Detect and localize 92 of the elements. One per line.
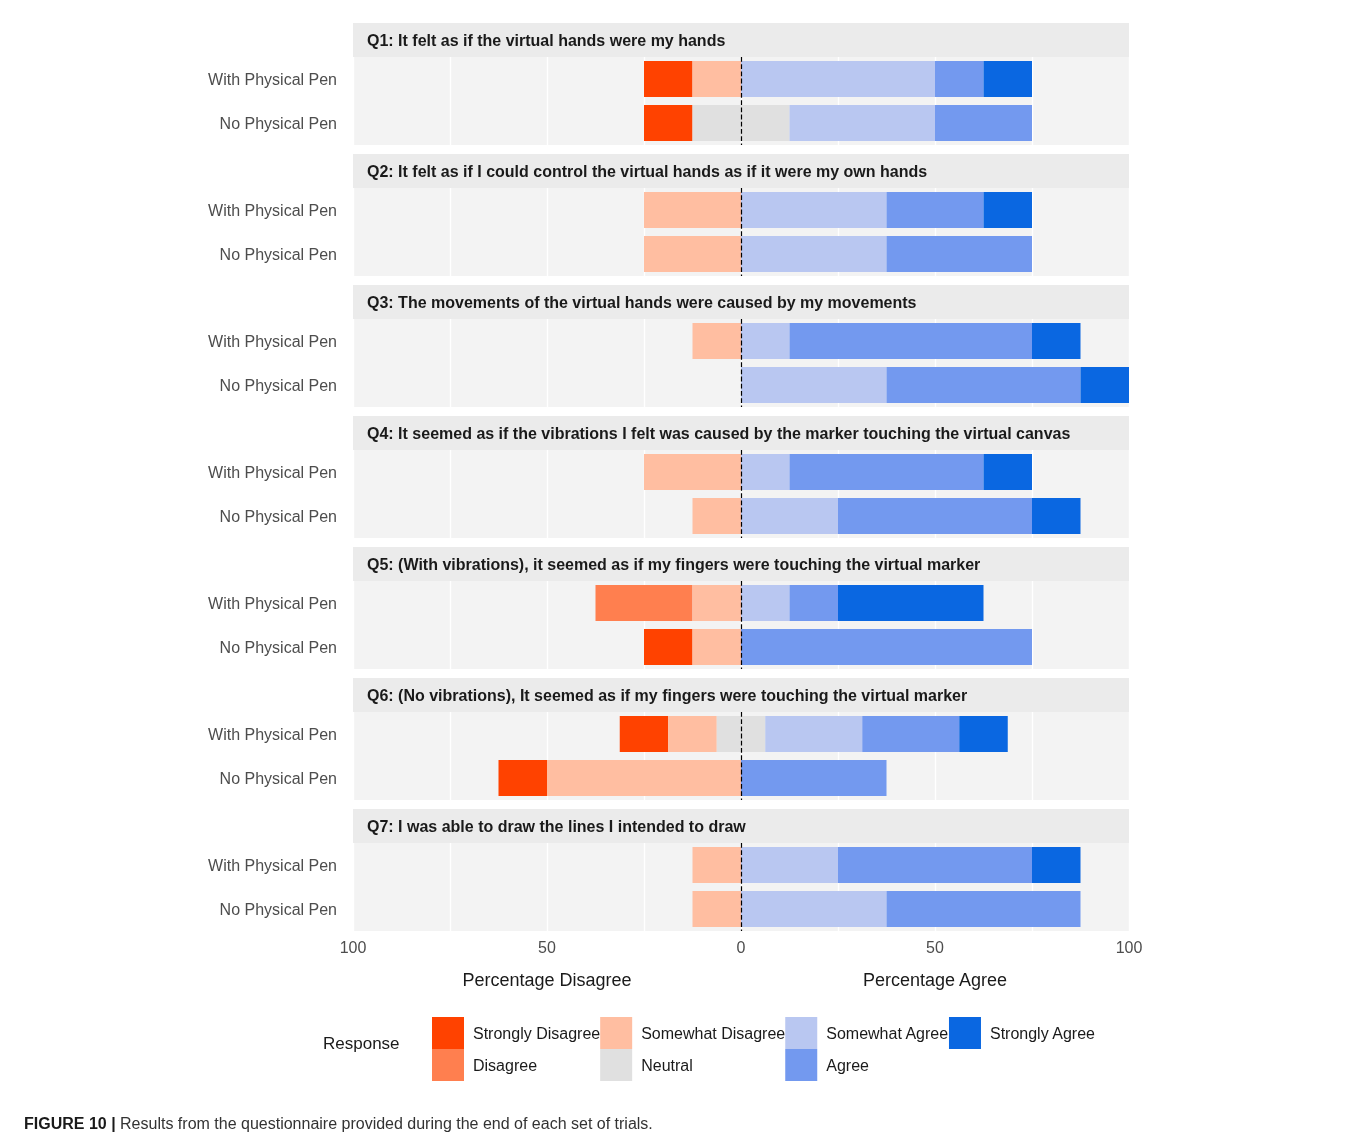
bar [741,846,838,884]
bar [886,191,984,229]
bar [1032,497,1081,535]
text: Percentage Disagree [462,970,632,990]
bar [838,497,1032,535]
x-tick-label: 100 [339,938,367,956]
x-tick-label: 50 [926,938,944,956]
bar [789,322,1032,360]
bar [935,104,1032,142]
bar [765,715,863,753]
bar [644,60,693,98]
y-tick-label: No Physical Pen [219,507,337,525]
x-tick-label: 100 [1115,938,1143,956]
y-tick-label: No Physical Pen [219,638,337,656]
y-tick-label: With Physical Pen [208,201,337,219]
y-tick-label: No Physical Pen [219,900,337,918]
bar [741,628,1032,666]
legend-label: Strongly Agree [989,1024,1096,1042]
bar [862,715,960,753]
bar [692,104,790,142]
legend-label: Somewhat Agree [826,1024,949,1042]
chart-title: Q6: (No vibrations), It seemed as if my fingers were touching the virtual marker [367,686,968,704]
bar [741,60,935,98]
bar [741,322,790,360]
bar [983,60,1032,98]
chart-title: Q4: It seemed as if the vibrations I felt was caused by the marker touching the virtual canvas [367,424,1071,442]
y-tick-label: With Physical Pen [208,332,337,350]
bar [741,453,790,491]
y-tick-label: No Physical Pen [219,114,337,132]
bar [789,453,984,491]
legend-label: Agree [826,1056,870,1074]
text: Percentage Agree [862,970,1008,990]
bar [547,759,741,797]
bar [619,715,669,753]
y-tick-label: No Physical Pen [219,376,337,394]
bar [886,366,1081,404]
bar [692,322,741,360]
bar [692,890,741,928]
bar [1080,366,1129,404]
bar [741,191,887,229]
bar [741,366,887,404]
bar [789,104,935,142]
bar [838,584,984,622]
bar [692,846,741,884]
chart-title: Q7: I was able to draw the lines I intended to draw [367,817,747,835]
bar [741,890,887,928]
x-tick-label: 0 [736,938,746,956]
bar [668,715,717,753]
bar [838,846,1032,884]
bar [644,104,693,142]
legend-label: Strongly Disagree [473,1024,601,1042]
bar [644,191,741,229]
bar [692,497,741,535]
legend-label: Neutral [641,1056,693,1074]
bar [983,453,1032,491]
y-tick-label: With Physical Pen [208,725,337,743]
y-tick-label: With Physical Pen [208,70,337,88]
caption: FIGURE 10 | Results from the questionnaire provided during the end of each set of trials. [24,1114,653,1132]
bar [716,715,766,753]
chart-title: Q5: (With vibrations), it seemed as if my fingers were touching the virtual marker [367,555,981,573]
chart-title: Q1: It felt as if the virtual hands were my hands [367,31,726,49]
y-tick-label: With Physical Pen [208,856,337,874]
bar [886,890,1081,928]
bar [692,60,741,98]
bar [644,628,693,666]
bar [741,584,790,622]
y-tick-label: No Physical Pen [219,245,337,263]
bar [644,235,741,273]
chart-title: Q2: It felt as if I could control the virtual hands as if it were my own hands [367,162,928,180]
y-tick-label: No Physical Pen [219,769,337,787]
bar [692,628,741,666]
bar [692,584,741,622]
bar [1032,846,1081,884]
bar [983,191,1032,229]
bar [498,759,547,797]
bar [959,715,1008,753]
chart-title: Q3: The movements of the virtual hands were caused by my movements [367,293,917,311]
legend-title: Response [323,1034,400,1053]
y-tick-label: With Physical Pen [208,463,337,481]
bar [741,759,887,797]
bar [644,453,741,491]
bar [789,584,838,622]
legend-label: Somewhat Disagree [641,1024,786,1042]
bar [935,60,984,98]
y-tick-label: With Physical Pen [208,594,337,612]
bar [741,497,838,535]
bar [595,584,693,622]
legend-label: Disagree [473,1056,538,1074]
bar [1032,322,1081,360]
bar [886,235,1032,273]
bar [741,235,887,273]
x-tick-label: 50 [538,938,556,956]
